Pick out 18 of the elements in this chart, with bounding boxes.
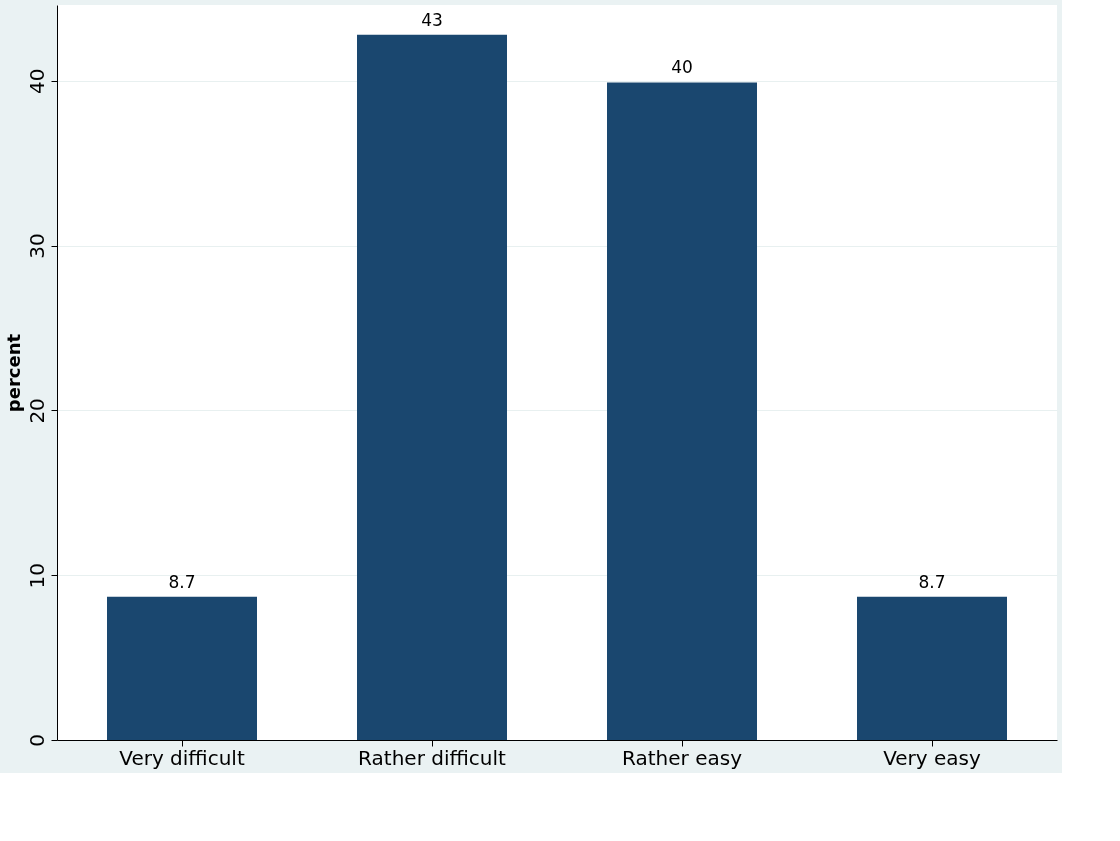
x-tick-label: Very difficult xyxy=(119,745,245,770)
data-label: 8.7 xyxy=(168,571,196,592)
data-label: 40 xyxy=(671,57,693,78)
y-tick-label: 20 xyxy=(24,398,49,424)
bar xyxy=(357,34,507,740)
y-tick-label: 30 xyxy=(24,233,49,259)
bar xyxy=(607,82,757,740)
bar xyxy=(857,596,1007,740)
y-axis-title: percent xyxy=(2,333,24,413)
x-tick-label: Rather difficult xyxy=(358,745,507,770)
data-label: 43 xyxy=(421,9,443,30)
data-label: 8.7 xyxy=(918,571,946,592)
bar xyxy=(107,596,257,740)
y-tick-label: 40 xyxy=(24,68,49,95)
y-tick-label: 10 xyxy=(24,562,49,589)
x-tick-label: Rather easy xyxy=(622,745,743,770)
y-tick-label: 0 xyxy=(24,734,49,747)
x-tick-label: Very easy xyxy=(883,745,981,770)
